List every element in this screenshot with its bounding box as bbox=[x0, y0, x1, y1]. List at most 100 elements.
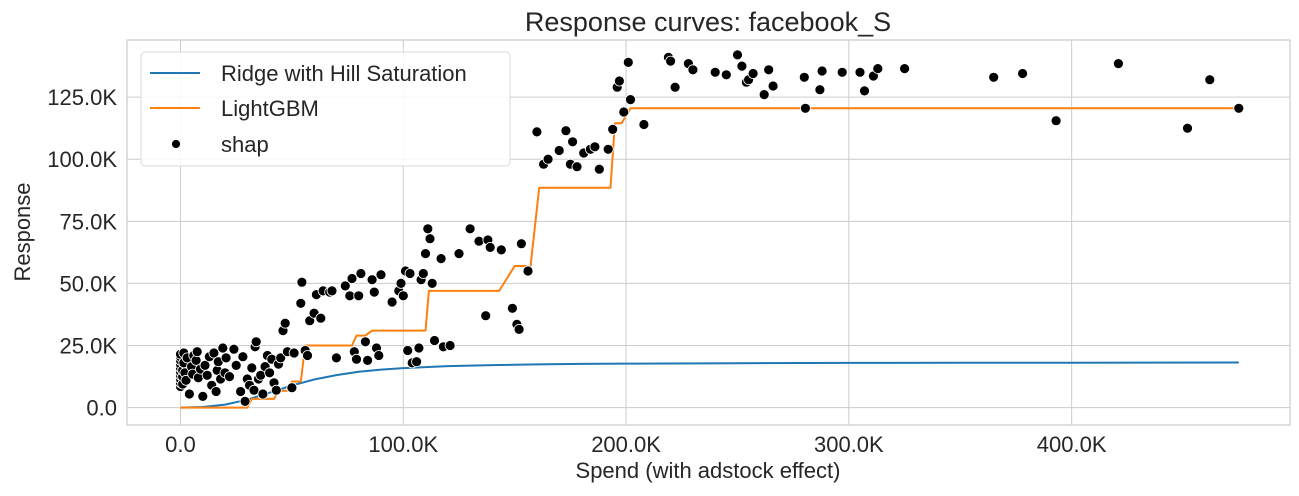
shap-point bbox=[191, 346, 203, 358]
shap-point bbox=[464, 223, 476, 235]
shap-point bbox=[344, 290, 356, 302]
shap-point bbox=[1017, 68, 1028, 79]
shap-point bbox=[836, 66, 848, 78]
y-tick-label: 100.0K bbox=[47, 147, 117, 172]
shap-point bbox=[346, 273, 358, 284]
chart-title: Response curves: facebook_S bbox=[525, 7, 891, 37]
shap-point bbox=[516, 238, 527, 250]
shap-point bbox=[899, 63, 910, 74]
shap-point bbox=[197, 390, 209, 402]
shap-point bbox=[413, 342, 425, 354]
shap-point bbox=[747, 68, 759, 79]
shap-point bbox=[567, 136, 578, 148]
shap-point bbox=[397, 290, 409, 302]
shap-point bbox=[854, 66, 866, 78]
shap-point bbox=[720, 69, 732, 81]
x-tick-label: 0.0 bbox=[165, 432, 196, 457]
shap-point bbox=[330, 352, 342, 364]
shap-point bbox=[422, 223, 434, 235]
shap-point bbox=[180, 374, 192, 386]
shap-point bbox=[237, 351, 249, 363]
legend-shap-label: shap bbox=[221, 132, 269, 157]
y-axis-label: Response bbox=[10, 182, 35, 281]
shap-point bbox=[315, 312, 327, 324]
legend-shap-marker bbox=[171, 139, 181, 149]
y-tick-label: 25.0K bbox=[60, 334, 118, 359]
shap-point bbox=[353, 290, 365, 302]
shap-point bbox=[183, 388, 195, 400]
x-tick-label: 100.0K bbox=[368, 432, 438, 457]
shap-point bbox=[507, 302, 518, 314]
shap-point bbox=[988, 71, 1000, 83]
shap-point bbox=[366, 274, 378, 286]
shap-point bbox=[589, 141, 601, 153]
shap-point bbox=[351, 353, 362, 365]
shap-point bbox=[513, 323, 525, 335]
legend-lightgbm-label: LightGBM bbox=[221, 96, 319, 121]
shap-point bbox=[217, 342, 229, 354]
shap-point bbox=[669, 81, 681, 93]
y-tick-label: 125.0K bbox=[47, 85, 117, 110]
shap-point bbox=[230, 359, 242, 371]
shap-point bbox=[220, 352, 232, 364]
shap-point bbox=[495, 244, 507, 256]
shap-point bbox=[571, 161, 583, 173]
shap-point bbox=[453, 248, 465, 260]
shap-point bbox=[665, 55, 676, 67]
x-axis-ticks: 0.0 100.0K 200.0K 300.0K 400.0K bbox=[165, 432, 1107, 457]
x-axis-label: Spend (with adstock effect) bbox=[576, 458, 841, 483]
shap-point bbox=[239, 395, 251, 407]
legend-box bbox=[140, 51, 511, 167]
shap-point bbox=[404, 268, 416, 279]
shap-point bbox=[816, 65, 828, 77]
shap-point bbox=[375, 269, 387, 281]
shap-point bbox=[355, 268, 367, 279]
shap-point bbox=[622, 57, 634, 68]
shap-point bbox=[286, 382, 298, 394]
shap-point bbox=[210, 386, 222, 397]
shap-point bbox=[224, 371, 235, 383]
shap-point bbox=[270, 384, 282, 396]
shap-point bbox=[593, 163, 605, 175]
shap-point bbox=[275, 352, 287, 364]
shap-point bbox=[444, 340, 456, 351]
shap-point bbox=[411, 356, 423, 368]
shap-point bbox=[368, 286, 380, 298]
shap-point bbox=[235, 386, 247, 397]
shap-point bbox=[614, 75, 625, 87]
shap-point bbox=[339, 280, 351, 292]
shap-point bbox=[296, 276, 308, 288]
shap-point bbox=[480, 310, 492, 322]
shap-point bbox=[208, 347, 220, 359]
shap-point bbox=[625, 94, 636, 105]
shap-point bbox=[386, 296, 398, 308]
shap-point bbox=[800, 102, 811, 114]
shap-point bbox=[257, 388, 269, 400]
shap-point bbox=[709, 66, 721, 78]
y-tick-label: 50.0K bbox=[60, 271, 118, 296]
shap-point bbox=[420, 248, 431, 260]
shap-point bbox=[1233, 102, 1245, 114]
shap-point bbox=[246, 362, 258, 374]
shap-point bbox=[814, 84, 826, 96]
legend-ridge-label: Ridge with Hill Saturation bbox=[221, 61, 467, 86]
shap-point bbox=[1182, 122, 1193, 134]
shap-point bbox=[435, 253, 447, 265]
shap-point bbox=[736, 60, 748, 72]
shap-point bbox=[1113, 58, 1124, 69]
y-tick-label: 75.0K bbox=[60, 209, 118, 234]
y-tick-label: 0.0 bbox=[86, 396, 117, 421]
x-tick-label: 300.0K bbox=[814, 432, 884, 457]
shap-point bbox=[426, 277, 438, 289]
shap-point bbox=[250, 336, 262, 348]
shap-point bbox=[767, 80, 779, 92]
y-axis-ticks: 0.0 25.0K 50.0K 75.0K 100.0K 125.0K bbox=[47, 85, 117, 420]
shap-point bbox=[484, 241, 496, 253]
shap-point bbox=[248, 384, 260, 396]
shap-point bbox=[618, 106, 630, 118]
shap-point bbox=[859, 85, 870, 97]
shap-point bbox=[522, 265, 534, 277]
shap-point bbox=[417, 268, 429, 279]
x-tick-label: 200.0K bbox=[591, 432, 661, 457]
